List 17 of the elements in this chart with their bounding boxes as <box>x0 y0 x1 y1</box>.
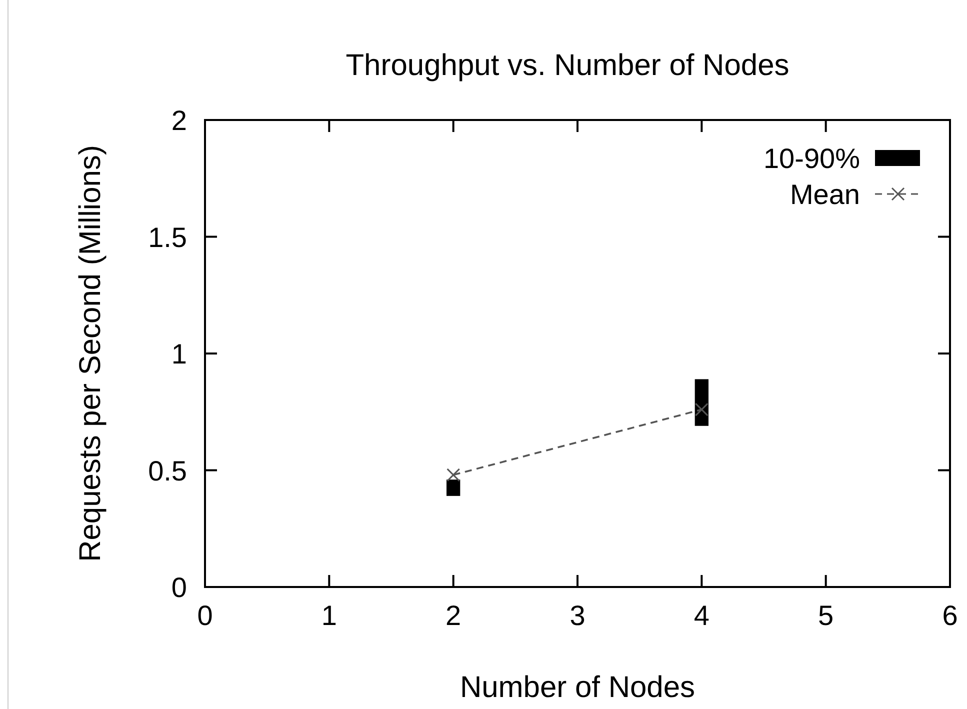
y-axis-title: Requests per Second (Millions) <box>74 145 107 562</box>
y-tick-label: 2 <box>171 105 187 136</box>
x-tick-label: 4 <box>694 600 710 631</box>
x-tick-label: 6 <box>942 600 958 631</box>
x-tick-label: 3 <box>570 600 586 631</box>
y-tick-label: 1 <box>171 338 187 370</box>
y-tick-label: 0 <box>171 572 187 603</box>
y-tick-label: 0.5 <box>148 455 187 486</box>
legend-label: 10-90% <box>763 143 860 174</box>
x-tick-label: 1 <box>321 600 337 631</box>
x-tick-label: 5 <box>818 600 834 631</box>
y-tick-label: 1.5 <box>148 222 187 253</box>
x-tick-label: 2 <box>446 600 462 631</box>
legend-label: Mean <box>790 179 860 210</box>
x-tick-label: 0 <box>197 600 213 631</box>
x-axis-title: Number of Nodes <box>460 671 696 704</box>
chart-title: Throughput vs. Number of Nodes <box>346 49 790 82</box>
